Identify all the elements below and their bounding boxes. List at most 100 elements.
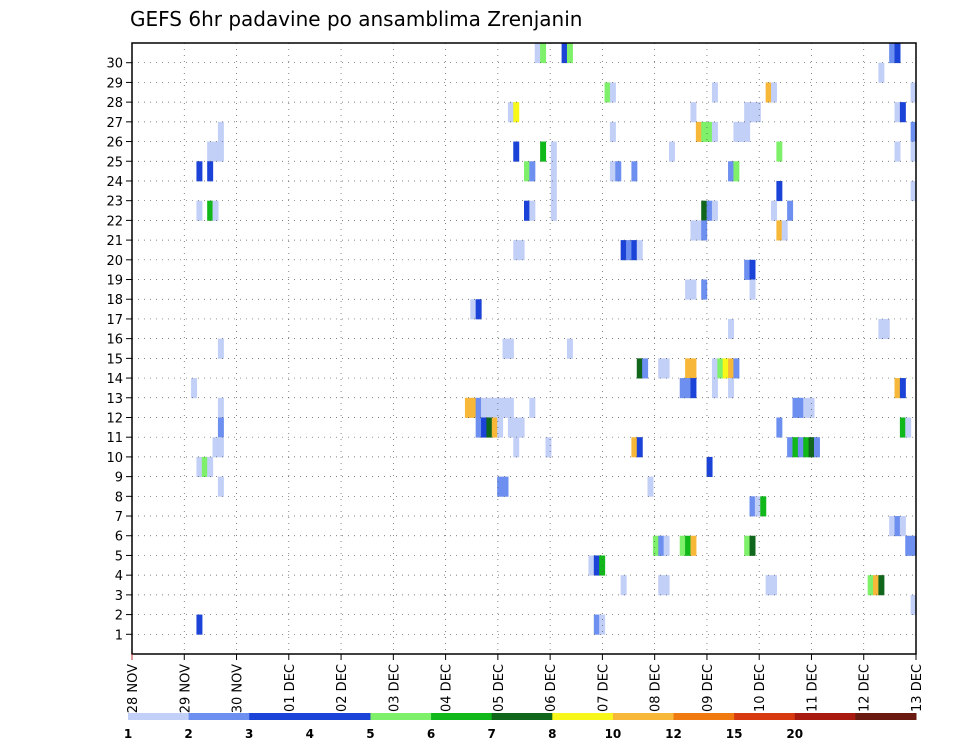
precip-cell xyxy=(776,220,783,241)
precip-cell xyxy=(792,397,799,418)
precip-cell xyxy=(771,200,777,221)
y-tick-label: 13 xyxy=(106,392,123,407)
colorbar-label: 10 xyxy=(605,727,622,741)
precip-cell xyxy=(706,121,713,142)
precip-cell xyxy=(507,102,514,123)
colorbar-swatch xyxy=(491,713,553,720)
precip-cell xyxy=(663,535,670,556)
precip-cell xyxy=(787,437,794,458)
precip-cell xyxy=(502,338,509,359)
precip-cell xyxy=(502,476,509,497)
precip-cell xyxy=(631,240,638,261)
precip-cell xyxy=(695,121,702,142)
precip-cell xyxy=(529,397,536,418)
y-tick-label: 8 xyxy=(115,490,123,505)
y-tick-label: 21 xyxy=(106,234,123,249)
precip-cell xyxy=(910,121,917,142)
precip-cell xyxy=(679,535,686,556)
x-tick-label: 07 DEC xyxy=(596,664,611,712)
precip-cell xyxy=(776,417,783,438)
y-tick-label: 15 xyxy=(106,352,123,367)
precip-cell xyxy=(797,437,804,458)
precip-cell xyxy=(593,614,600,635)
precip-cell xyxy=(749,102,756,123)
precip-cell xyxy=(615,161,622,182)
precip-cell xyxy=(212,200,219,221)
precip-cell xyxy=(550,200,557,221)
precip-cell xyxy=(685,535,692,556)
precip-cell xyxy=(663,575,670,596)
y-tick-label: 14 xyxy=(106,372,123,387)
precip-cell xyxy=(470,397,477,418)
precip-cell xyxy=(545,437,552,458)
y-tick-label: 28 xyxy=(106,96,123,111)
precip-cell xyxy=(507,338,514,359)
precip-cell xyxy=(685,378,692,399)
precip-cell xyxy=(207,161,214,182)
x-tick-label: 04 DEC xyxy=(440,664,455,712)
precip-cell xyxy=(910,594,917,615)
precip-cell xyxy=(808,437,815,458)
precip-cell xyxy=(910,141,917,162)
x-tick-label: 28 NOV xyxy=(126,664,141,713)
precip-cell xyxy=(722,358,729,379)
precip-cell xyxy=(561,43,568,64)
x-tick-label: 12 DEC xyxy=(858,664,873,712)
precip-cell xyxy=(910,535,917,556)
precip-cell xyxy=(658,535,665,556)
y-tick-label: 19 xyxy=(106,274,123,289)
precip-cell xyxy=(513,102,520,123)
precip-cell xyxy=(728,161,735,182)
precip-cell xyxy=(701,220,708,241)
precip-cell xyxy=(550,141,557,162)
precip-cell xyxy=(878,575,885,596)
colorbar-swatch xyxy=(128,713,190,720)
precip-cell xyxy=(754,496,761,517)
y-tick-label: 2 xyxy=(115,609,123,624)
colorbar-label: 4 xyxy=(306,727,314,741)
precip-cell xyxy=(217,417,224,438)
x-tick-label: 03 DEC xyxy=(387,664,402,712)
precip-cell xyxy=(867,575,874,596)
precip-cell xyxy=(781,220,788,241)
precip-cell xyxy=(685,358,692,379)
colorbar-swatch xyxy=(309,713,371,720)
chart-title: GEFS 6hr padavine po ansamblima Zrenjani… xyxy=(130,7,582,31)
precip-cell xyxy=(566,338,573,359)
precip-cell xyxy=(910,82,917,103)
precip-cell xyxy=(701,279,708,300)
precip-cell xyxy=(518,240,525,261)
precip-cell xyxy=(534,43,541,64)
precip-cell xyxy=(201,456,208,478)
precip-cell xyxy=(212,141,219,162)
precip-cell xyxy=(486,417,493,438)
precip-cell xyxy=(663,358,670,379)
precip-cell xyxy=(733,358,740,379)
precip-cell xyxy=(658,575,665,596)
y-tick-label: 22 xyxy=(106,214,123,229)
precip-cell xyxy=(652,535,659,556)
precip-cell xyxy=(738,121,745,142)
precip-cell xyxy=(733,121,740,142)
x-tick-label: 29 NOV xyxy=(178,664,193,713)
precip-cell xyxy=(685,279,692,300)
precip-cell xyxy=(889,43,896,64)
precip-cell xyxy=(524,161,530,182)
y-tick-label: 25 xyxy=(106,155,123,170)
precip-cell xyxy=(636,358,643,379)
precip-cell xyxy=(899,516,906,537)
precip-cell xyxy=(894,141,901,162)
plot-frame xyxy=(131,42,917,655)
colorbar-swatch xyxy=(431,713,493,720)
y-tick-label: 24 xyxy=(106,175,123,190)
precip-cell xyxy=(765,82,772,103)
y-tick-label: 12 xyxy=(106,411,123,426)
heatmap-cells xyxy=(191,43,917,635)
colorbar-label: 2 xyxy=(184,727,192,741)
precip-cell xyxy=(609,82,616,103)
precip-cell xyxy=(771,575,777,596)
precip-cell xyxy=(464,397,471,418)
precip-cell xyxy=(792,437,799,458)
colorbar-label: 5 xyxy=(366,727,374,741)
